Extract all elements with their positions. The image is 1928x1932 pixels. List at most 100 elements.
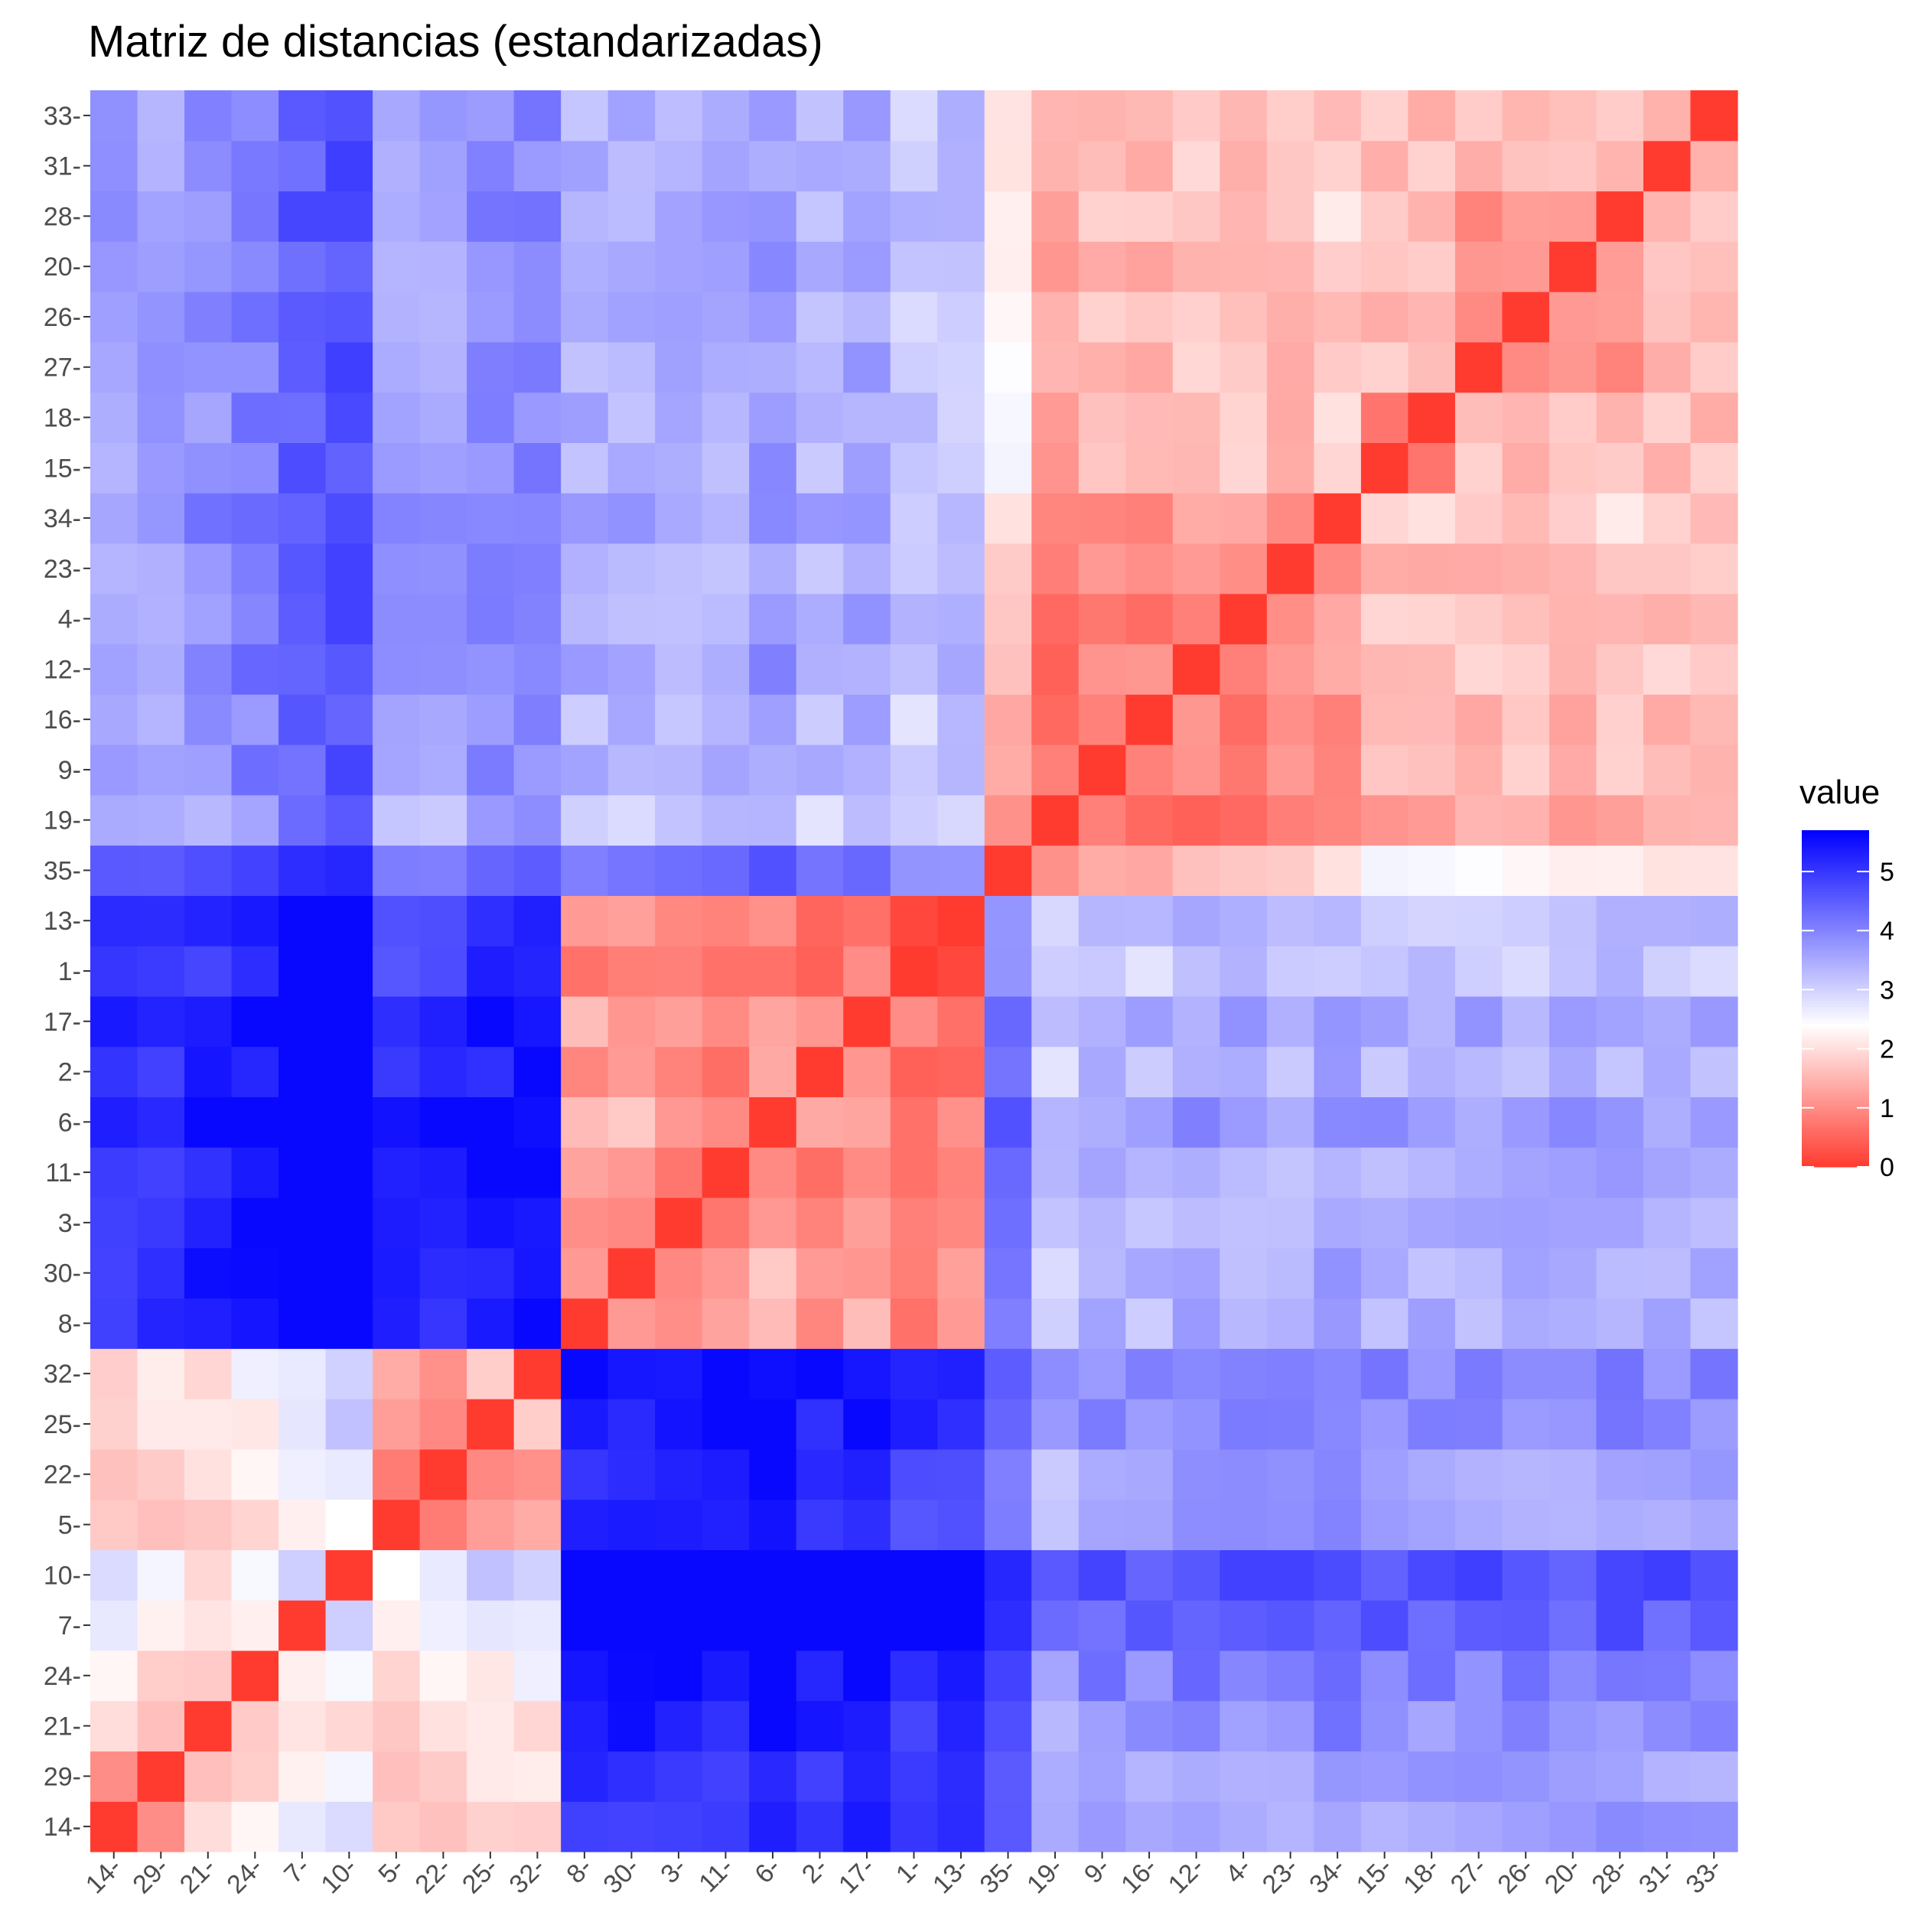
heatmap-cell [231, 1600, 279, 1651]
heatmap-cell [1220, 1348, 1268, 1399]
heatmap-cell [937, 643, 985, 695]
y-tick-label: 3- [58, 1209, 81, 1238]
heatmap-cell [90, 140, 138, 192]
heatmap-cell [1454, 1600, 1503, 1651]
heatmap-cell [655, 1247, 703, 1299]
heatmap-cell [655, 643, 703, 695]
heatmap-cell [1690, 1197, 1738, 1249]
heatmap-cell [1220, 1549, 1268, 1601]
heatmap-cell [1690, 1096, 1738, 1148]
heatmap-cell [278, 946, 327, 997]
heatmap-cell [1078, 493, 1126, 544]
heatmap-cell [1643, 1600, 1692, 1651]
heatmap-cell [749, 1600, 797, 1651]
heatmap-cell [1266, 1046, 1314, 1098]
heatmap-cell [984, 1096, 1032, 1148]
heatmap-cell [1220, 191, 1268, 242]
heatmap-cell [1314, 1600, 1362, 1651]
heatmap-cell [1031, 493, 1080, 544]
heatmap-cell [655, 493, 703, 544]
heatmap-cell [890, 593, 938, 645]
heatmap-cell [231, 341, 279, 393]
heatmap-cell [373, 292, 421, 343]
heatmap-cell [1690, 341, 1738, 393]
heatmap-cell [796, 241, 844, 292]
heatmap-cell [702, 1247, 750, 1299]
heatmap-cell [325, 442, 373, 494]
heatmap-cell [231, 593, 279, 645]
heatmap-cell [1031, 292, 1080, 343]
legend-gradient-step [1802, 1127, 1869, 1131]
heatmap-cell [1643, 1549, 1692, 1601]
heatmap-cell [702, 694, 750, 745]
heatmap-cell [1454, 241, 1503, 292]
y-tick-label: 28- [44, 202, 81, 231]
y-tick-label: 30- [44, 1259, 81, 1289]
legend-gradient-step [1802, 1100, 1869, 1103]
heatmap-cell [419, 1298, 467, 1349]
legend-gradient-step [1802, 1088, 1869, 1092]
heatmap-cell [1502, 744, 1550, 796]
heatmap-cell [607, 1801, 656, 1852]
heatmap-cell [419, 1751, 467, 1802]
heatmap-cell [467, 1399, 515, 1450]
heatmap-cell [1596, 1751, 1644, 1802]
heatmap-cell [137, 1096, 185, 1148]
heatmap-cell [325, 1247, 373, 1299]
heatmap-cell [1314, 90, 1362, 142]
heatmap-cell [1549, 90, 1597, 142]
heatmap-cell [184, 341, 233, 393]
heatmap-cell [513, 643, 562, 695]
heatmap-cell [1078, 90, 1126, 142]
legend-gradient-step [1802, 999, 1869, 1002]
heatmap-cell [513, 90, 562, 142]
heatmap-cell [1408, 392, 1456, 443]
heatmap-cell [1172, 694, 1220, 745]
heatmap-cell [937, 1751, 985, 1802]
heatmap-cell [1172, 1650, 1220, 1702]
heatmap-cell [467, 995, 515, 1047]
y-tick-label: 27- [44, 353, 81, 383]
heatmap-cell [1125, 1751, 1174, 1802]
heatmap-cell [1690, 1147, 1738, 1198]
heatmap-cell [843, 995, 891, 1047]
heatmap-cell [1266, 1348, 1314, 1399]
heatmap-cell [1172, 1751, 1220, 1802]
heatmap-cell [1643, 442, 1692, 494]
heatmap-cell [278, 392, 327, 443]
heatmap-cell [1078, 643, 1126, 695]
heatmap-cell [325, 1298, 373, 1349]
heatmap-cell [1172, 241, 1220, 292]
heatmap-cell [1596, 1499, 1644, 1550]
heatmap-cell [1220, 140, 1268, 192]
heatmap-cell [467, 593, 515, 645]
heatmap-cell [231, 744, 279, 796]
heatmap-cell [1078, 1399, 1126, 1450]
heatmap-cell [984, 1700, 1032, 1752]
heatmap-cell [373, 241, 421, 292]
heatmap-cell [984, 1751, 1032, 1802]
heatmap-cell [561, 1448, 609, 1500]
heatmap-cell [278, 140, 327, 192]
heatmap-cell [1125, 643, 1174, 695]
heatmap-cell [325, 90, 373, 142]
heatmap-cell [1031, 744, 1080, 796]
heatmap-cell [467, 946, 515, 997]
heatmap-cell [90, 1147, 138, 1198]
heatmap-cell [1502, 341, 1550, 393]
heatmap-cell [90, 1298, 138, 1349]
heatmap-cell [467, 1448, 515, 1500]
heatmap-cell [1314, 542, 1362, 595]
heatmap-cell [1549, 442, 1597, 494]
heatmap-cell [607, 643, 656, 695]
heatmap-cell [1549, 1399, 1597, 1450]
heatmap-cell [90, 1549, 138, 1601]
heatmap-cell [1314, 1801, 1362, 1852]
legend-gradient-step [1802, 953, 1869, 957]
legend-gradient-step [1802, 931, 1869, 935]
heatmap-cell [890, 995, 938, 1047]
heatmap-cell [937, 1046, 985, 1098]
heatmap-cell [561, 946, 609, 997]
heatmap-cell [607, 995, 656, 1047]
heatmap-cell [1125, 1650, 1174, 1702]
